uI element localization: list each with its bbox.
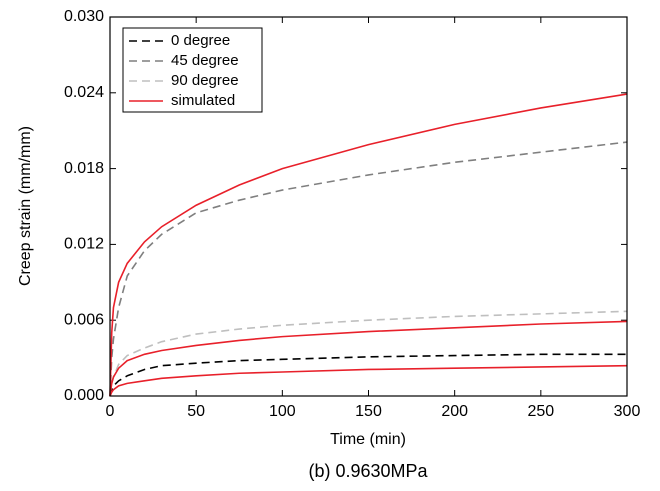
x-tick-label: 100 (269, 403, 296, 420)
x-tick-label: 0 (106, 403, 115, 420)
series-line (109, 141, 628, 397)
y-axis-label: Creep strain (mm/mm) (17, 126, 34, 286)
legend-label: 90 degree (171, 72, 239, 89)
y-tick-label: 0.000 (64, 387, 104, 404)
y-tick-label: 0.006 (64, 311, 104, 328)
x-tick-label: 200 (441, 403, 468, 420)
caption: (b) 0.9630MPa (308, 461, 428, 481)
y-tick-label: 0.012 (64, 236, 104, 253)
y-tick-label: 0.018 (64, 160, 104, 177)
series-line (109, 320, 628, 397)
x-tick-label: 50 (187, 403, 205, 420)
x-axis-label: Time (min) (330, 431, 406, 448)
x-tick-label: 300 (614, 403, 641, 420)
legend-label: simulated (171, 92, 235, 109)
x-tick-label: 150 (355, 403, 382, 420)
y-tick-label: 0.024 (64, 84, 104, 101)
legend-box (122, 27, 263, 113)
plot-frame (109, 16, 628, 397)
legend-label: 45 degree (171, 52, 239, 69)
x-tick-label: 250 (527, 403, 554, 420)
legend-label: 0 degree (171, 32, 230, 49)
y-tick-label: 0.030 (64, 8, 104, 25)
series-line (109, 353, 627, 397)
series-line (109, 364, 628, 397)
series-line (109, 93, 628, 397)
